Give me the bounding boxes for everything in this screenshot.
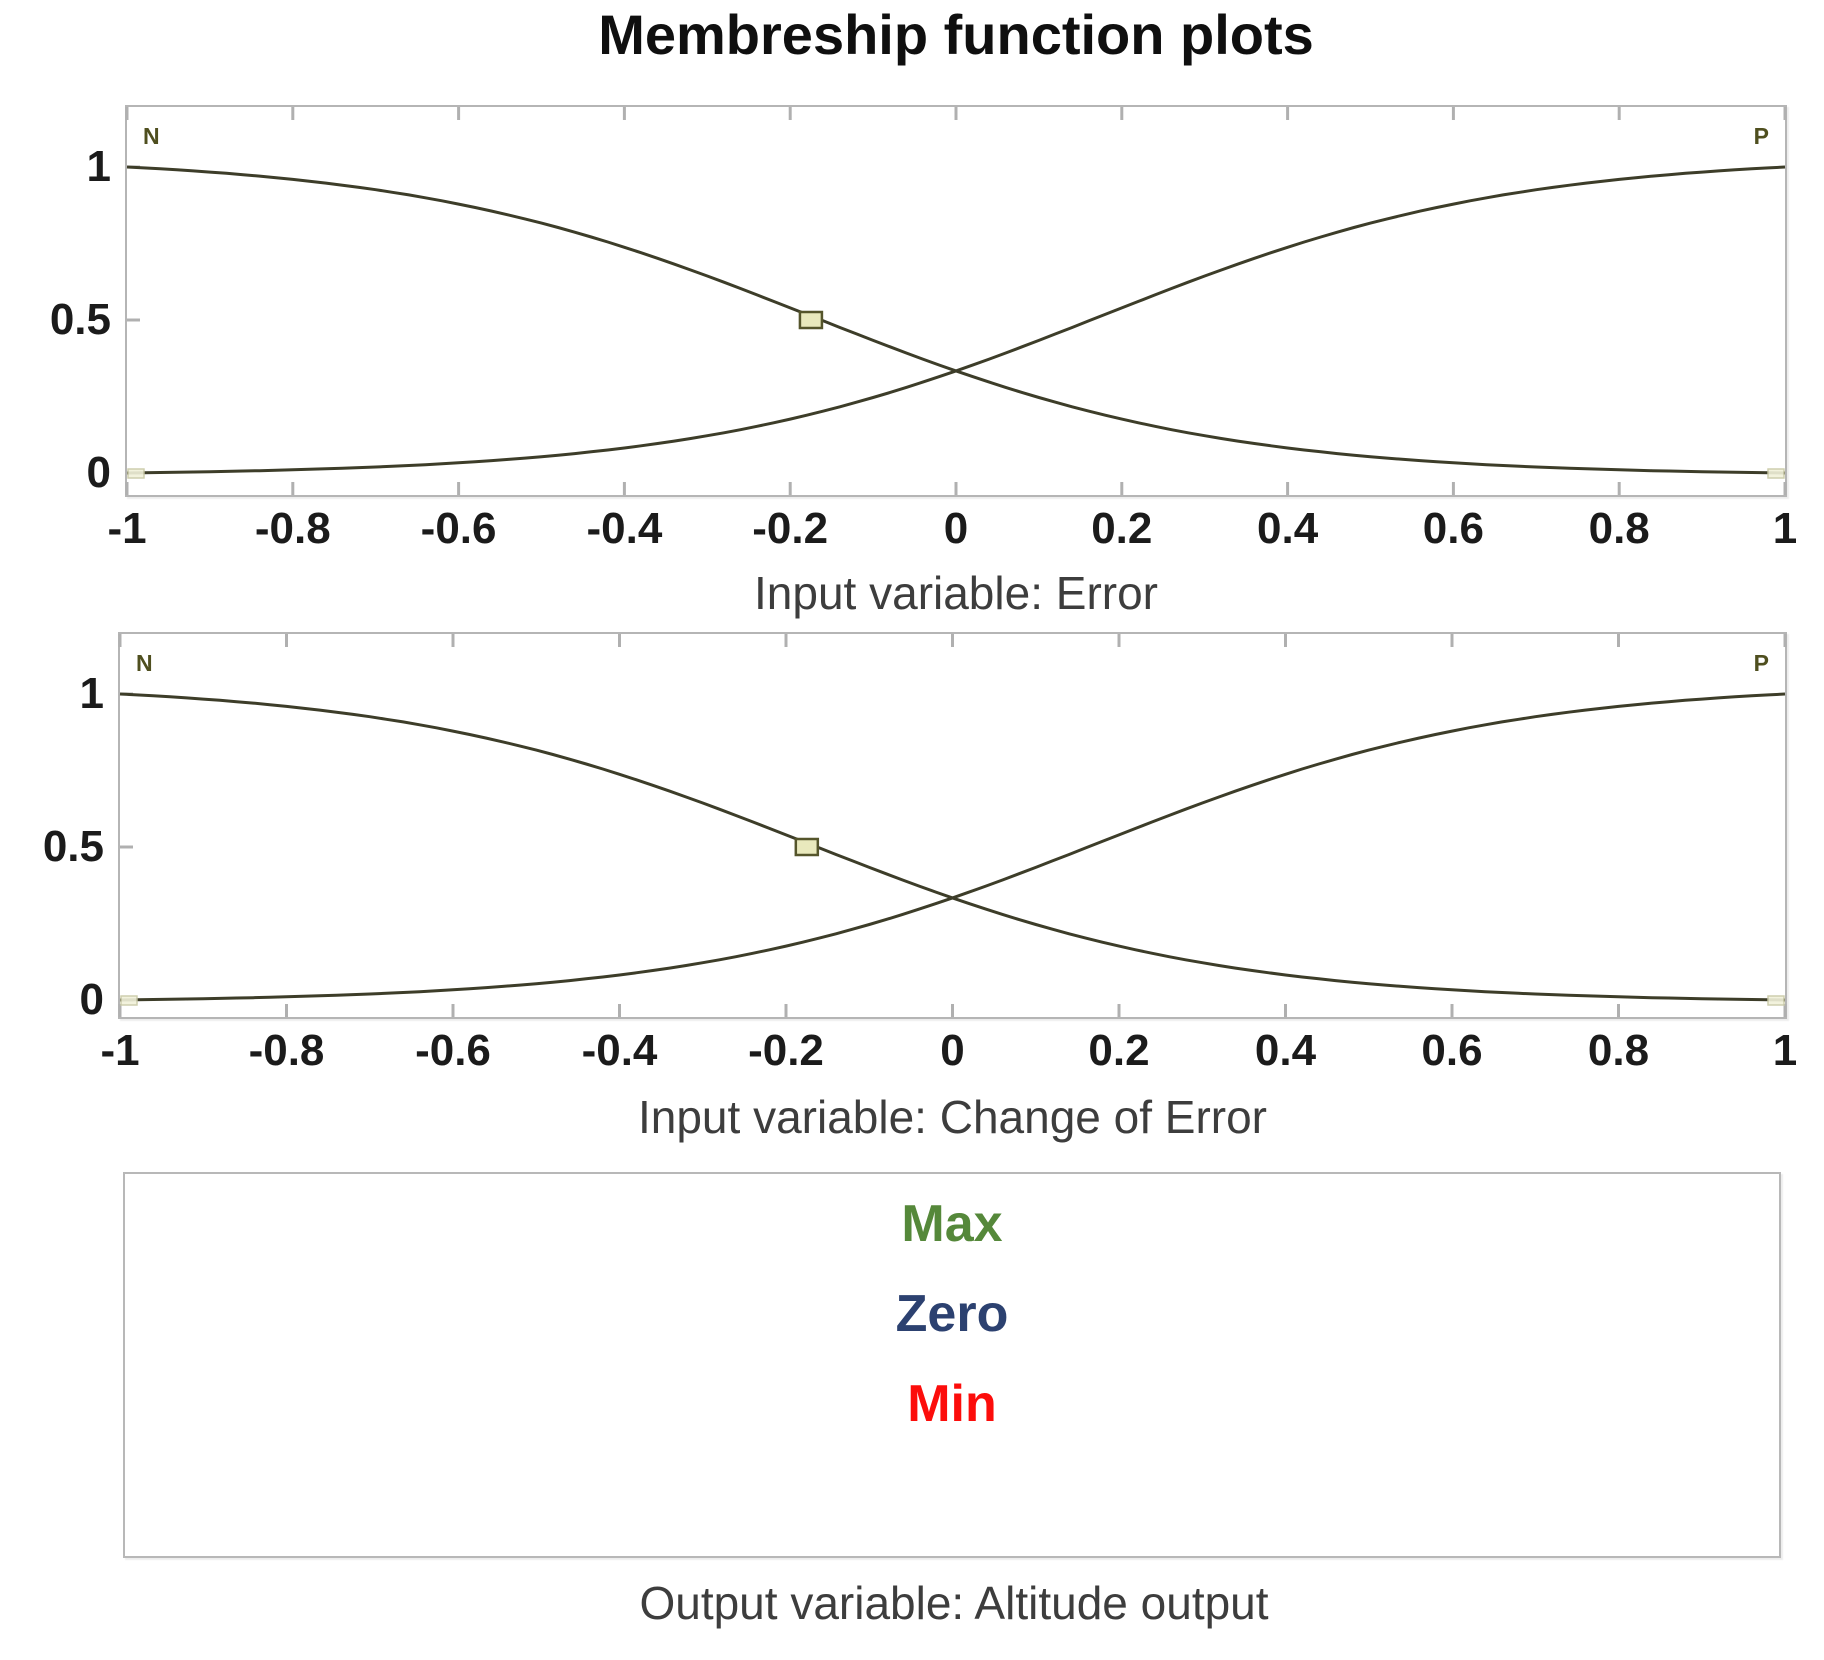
xlabel-output-altitude: Output variable: Altitude output	[639, 1577, 1269, 1629]
x-tick-label: -0.4	[581, 1026, 658, 1075]
y-tick-label: 0.5	[49, 295, 111, 344]
x-tick-label: -0.4	[586, 504, 663, 553]
output-mf-label-zero[interactable]: Zero	[895, 1285, 1009, 1343]
y-tick-label: 1	[79, 669, 104, 718]
x-tick-label: 0.6	[1422, 504, 1484, 553]
x-tick-label: -0.2	[752, 504, 829, 553]
x-tick-label: 0.6	[1421, 1026, 1483, 1075]
x-tick-label: 0.4	[1257, 504, 1319, 553]
mf-curve-N[interactable]	[119, 692, 1786, 1002]
x-tick-label: 0	[940, 1026, 965, 1075]
mf-endpoint-marker[interactable]	[1767, 468, 1785, 479]
mf-plot-area[interactable]	[118, 634, 1787, 1017]
mf-curve-P[interactable]	[119, 692, 1786, 1002]
x-tick-label: -0.6	[415, 1026, 491, 1075]
mf-curve-N[interactable]	[126, 165, 1786, 475]
x-tick-label: -0.8	[248, 1026, 325, 1075]
output-variable-box[interactable]: Max Zero Min	[123, 1172, 1781, 1558]
x-tick-label: 0	[943, 504, 969, 553]
mf-curve-P[interactable]	[126, 165, 1786, 475]
mf-name-label-N[interactable]: N	[143, 123, 160, 149]
mf-endpoint-marker[interactable]	[127, 468, 145, 479]
mf-handle-marker[interactable]	[794, 837, 820, 857]
x-tick-label: 1	[1772, 1026, 1798, 1075]
x-tick-label: -0.6	[420, 504, 497, 553]
x-tick-label: 0.8	[1588, 504, 1650, 553]
y-tick-label: 0.5	[42, 822, 104, 871]
x-tick-label: 0.8	[1587, 1026, 1650, 1075]
x-tick-label: -0.2	[748, 1026, 824, 1075]
xlabel-input-change-of-error: Input variable: Change of Error	[637, 1091, 1268, 1143]
mf-name-label-P[interactable]: P	[1753, 123, 1769, 149]
xlabel-input-error: Input variable: Error	[754, 567, 1158, 619]
y-tick-label: 0	[86, 448, 111, 497]
x-tick-label: -0.8	[254, 504, 331, 553]
mf-plot-area[interactable]	[125, 107, 1787, 495]
y-tick-label: 0	[79, 975, 104, 1024]
x-tick-label: 0.2	[1088, 1026, 1150, 1075]
axis-ticks	[118, 634, 1787, 1017]
x-tick-label: 0.4	[1254, 1026, 1317, 1075]
axis-ticks	[125, 107, 1787, 495]
mf-handle-marker[interactable]	[798, 310, 824, 330]
x-tick-label: -1	[100, 1026, 140, 1075]
figure-title: Membreship function plots	[598, 3, 1314, 66]
y-tick-label: 1	[86, 142, 111, 191]
mf-endpoint-marker[interactable]	[120, 995, 138, 1006]
mf-name-label-P[interactable]: P	[1753, 650, 1769, 676]
x-tick-label: -1	[107, 504, 147, 553]
mf-endpoint-marker[interactable]	[1767, 995, 1785, 1006]
output-mf-label-max[interactable]: Max	[901, 1195, 1003, 1253]
x-tick-label: 1	[1772, 504, 1798, 553]
x-tick-label: 0.2	[1091, 504, 1153, 553]
mf-name-label-N[interactable]: N	[136, 650, 153, 676]
output-mf-label-min[interactable]: Min	[907, 1375, 997, 1433]
